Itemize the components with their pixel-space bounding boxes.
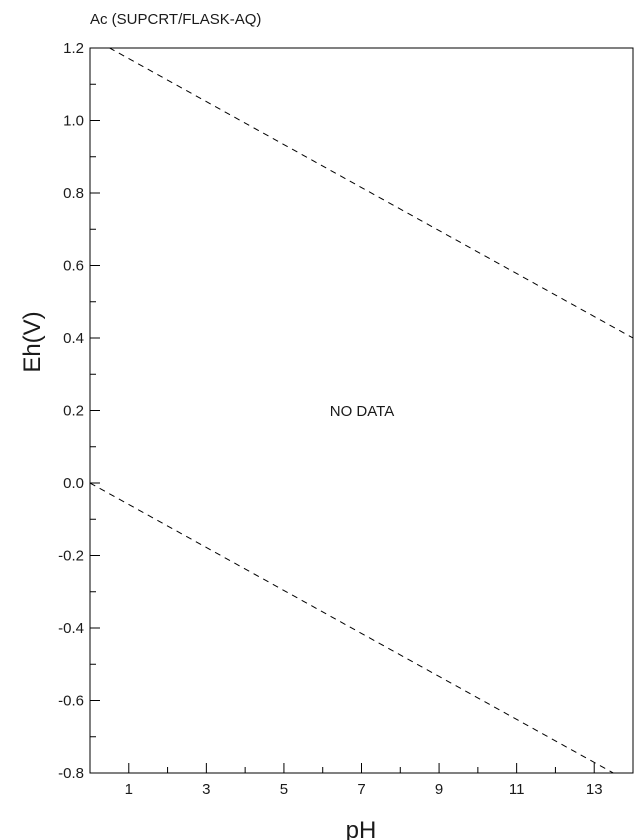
y-axis-title: Eh(V) xyxy=(19,311,46,372)
x-tick-label: 9 xyxy=(435,781,443,798)
x-tick-label: 13 xyxy=(586,781,603,798)
x-tick-label: 3 xyxy=(202,781,210,798)
x-tick-label: 1 xyxy=(125,781,133,798)
y-tick-label: 0.8 xyxy=(63,185,84,202)
y-tick-label: 1.2 xyxy=(63,40,84,57)
y-tick-label: 0.6 xyxy=(63,258,84,275)
x-axis-title: pH xyxy=(346,817,377,840)
y-tick-label: 1.0 xyxy=(63,113,84,130)
y-tick-label: 0.4 xyxy=(63,330,84,347)
x-axis-ticks xyxy=(128,763,595,773)
y-tick-label: -0.6 xyxy=(58,693,84,710)
x-tick-label: 11 xyxy=(509,781,525,798)
y-axis-ticks xyxy=(90,47,100,774)
no-data-annotation: NO DATA xyxy=(330,403,394,420)
x-tick-label: 5 xyxy=(280,781,288,798)
y-tick-label: -0.4 xyxy=(58,620,84,637)
chart-title: Ac (SUPCRT/FLASK-AQ) xyxy=(90,11,261,28)
y-tick-label: 0.2 xyxy=(63,403,84,420)
y-tick-label: -0.8 xyxy=(58,765,84,782)
y-tick-label: -0.2 xyxy=(58,548,84,565)
y-tick-label: 0.0 xyxy=(63,475,84,492)
y-axis-tick-labels: 1.2 1.0 0.8 0.6 0.4 0.2 0.0 -0.2 -0.4 -0.6 -0.8 xyxy=(58,40,84,782)
x-axis-tick-labels: 1 3 5 7 9 11 13 xyxy=(125,781,603,798)
lower-stability-line xyxy=(90,482,615,773)
x-tick-label: 7 xyxy=(357,781,365,798)
stability-lines xyxy=(90,48,633,773)
upper-stability-line xyxy=(108,48,633,339)
